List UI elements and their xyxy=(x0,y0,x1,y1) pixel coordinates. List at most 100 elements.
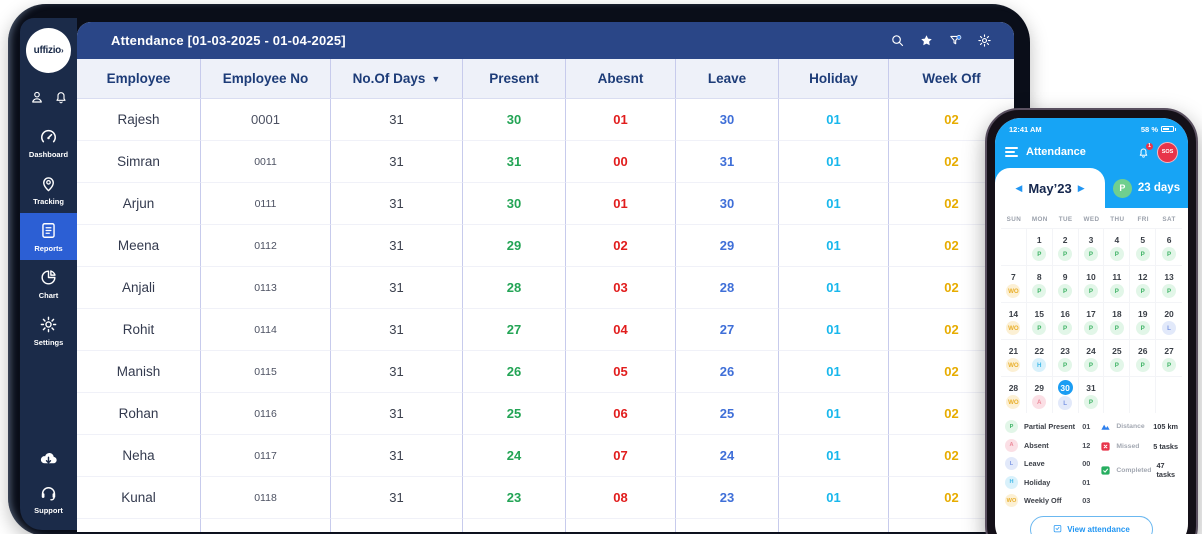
cell-days[interactable]: 31 xyxy=(331,99,463,141)
cell-employee[interactable]: Neha xyxy=(77,435,201,477)
calendar-date-29[interactable]: 29 A xyxy=(1026,376,1053,413)
cell-holiday[interactable]: 01 xyxy=(779,99,889,141)
cell-present[interactable]: 26 xyxy=(463,351,566,393)
next-month-icon[interactable]: ▶ xyxy=(1077,182,1085,193)
cell-holiday[interactable]: 01 xyxy=(779,477,889,519)
sidebar-item-dashboard[interactable]: Dashboard xyxy=(20,119,77,166)
cell-leave[interactable]: 27 xyxy=(676,309,779,351)
calendar-date-21[interactable]: 21 WO xyxy=(1001,339,1027,376)
cell-week_off[interactable]: 02 xyxy=(889,141,1014,183)
user-icon[interactable] xyxy=(29,89,45,105)
cell-employee_no[interactable]: 0001 xyxy=(201,99,331,141)
calendar-date-15[interactable]: 15 P xyxy=(1026,302,1053,339)
column-header-present[interactable]: Present xyxy=(463,59,566,98)
calendar-date-19[interactable]: 19 P xyxy=(1130,302,1157,339)
cell-present[interactable]: 25 xyxy=(463,393,566,435)
cell-leave[interactable]: 26 xyxy=(676,351,779,393)
cell-absent[interactable]: 03 xyxy=(566,267,676,309)
cell-employee[interactable]: Meena xyxy=(77,225,201,267)
calendar-date-22[interactable]: 22 H xyxy=(1026,339,1053,376)
cell-week_off[interactable]: 02 xyxy=(889,351,1014,393)
cell-employee[interactable]: Rohit xyxy=(77,309,201,351)
settings-icon[interactable] xyxy=(977,33,992,48)
cell-present[interactable]: 23 xyxy=(463,477,566,519)
cell-absent[interactable]: 08 xyxy=(566,477,676,519)
calendar-date-31[interactable]: 31 P xyxy=(1078,376,1105,413)
cell-employee_no[interactable]: 0116 xyxy=(201,393,331,435)
cell-days[interactable]: 31 xyxy=(331,435,463,477)
sidebar-item-support[interactable]: Support xyxy=(20,475,77,522)
cell-days[interactable]: 31 xyxy=(331,225,463,267)
cell-week_off[interactable]: 02 xyxy=(889,225,1014,267)
cell-employee_no[interactable]: 0011 xyxy=(201,141,331,183)
sos-button[interactable]: SOS xyxy=(1157,141,1178,163)
sidebar-item-settings[interactable]: Settings xyxy=(20,307,77,354)
cell-holiday[interactable]: 01 xyxy=(779,225,889,267)
cell-employee_no[interactable]: 0113 xyxy=(201,267,331,309)
calendar-date-12[interactable]: 12 P xyxy=(1130,265,1157,302)
calendar-date-7[interactable]: 7 WO xyxy=(1001,265,1027,302)
cell-leave[interactable]: 30 xyxy=(676,183,779,225)
calendar-date-14[interactable]: 14 WO xyxy=(1001,302,1027,339)
cell-days[interactable]: 31 xyxy=(331,477,463,519)
cell-present[interactable]: 31 xyxy=(463,141,566,183)
calendar-date-30[interactable]: 30 L xyxy=(1052,376,1079,413)
cell-leave[interactable]: 25 xyxy=(676,393,779,435)
phone-bell-icon[interactable]: 1 xyxy=(1137,142,1153,159)
cell-absent[interactable]: 04 xyxy=(566,309,676,351)
cell-leave[interactable]: 23 xyxy=(676,477,779,519)
cell-days[interactable]: 31 xyxy=(331,393,463,435)
cell-leave[interactable]: 31 xyxy=(676,141,779,183)
cell-employee[interactable]: Rajesh xyxy=(77,99,201,141)
cell-present[interactable]: 30 xyxy=(463,183,566,225)
calendar-date-26[interactable]: 26 P xyxy=(1130,339,1157,376)
calendar-date-25[interactable]: 25 P xyxy=(1104,339,1131,376)
cell-days[interactable]: 31 xyxy=(331,351,463,393)
filter-icon[interactable] xyxy=(948,33,963,48)
cell-holiday[interactable]: 01 xyxy=(779,267,889,309)
cell-employee_no[interactable]: 0118 xyxy=(201,477,331,519)
cell-holiday[interactable]: 01 xyxy=(779,435,889,477)
cell-week_off[interactable]: 02 xyxy=(889,435,1014,477)
calendar-date-16[interactable]: 16 P xyxy=(1052,302,1079,339)
cell-week_off[interactable]: 02 xyxy=(889,99,1014,141)
calendar-date-10[interactable]: 10 P xyxy=(1078,265,1105,302)
prev-month-icon[interactable]: ◀ xyxy=(1015,182,1023,193)
cell-absent[interactable]: 01 xyxy=(566,183,676,225)
cell-holiday[interactable]: 01 xyxy=(779,351,889,393)
sidebar-item-cloud-download[interactable] xyxy=(20,441,77,475)
cell-holiday[interactable]: 01 xyxy=(779,141,889,183)
column-header-week-off[interactable]: Week Off xyxy=(889,59,1014,98)
cell-absent[interactable]: 06 xyxy=(566,393,676,435)
cell-days[interactable]: 31 xyxy=(331,267,463,309)
cell-leave[interactable]: 30 xyxy=(676,99,779,141)
cell-employee[interactable]: Manish xyxy=(77,351,201,393)
calendar-date-20[interactable]: 20 L xyxy=(1156,302,1182,339)
view-attendance-button[interactable]: View attendance xyxy=(1030,516,1153,534)
cell-employee_no[interactable]: 0115 xyxy=(201,351,331,393)
sidebar-item-chart[interactable]: Chart xyxy=(20,260,77,307)
column-header-employee[interactable]: Employee xyxy=(77,59,201,98)
cell-leave[interactable]: 24 xyxy=(676,435,779,477)
cell-week_off[interactable]: 02 xyxy=(889,309,1014,351)
calendar-date-27[interactable]: 27 P xyxy=(1156,339,1182,376)
cell-days[interactable]: 31 xyxy=(331,309,463,351)
cell-present[interactable]: 28 xyxy=(463,267,566,309)
cell-present[interactable]: 30 xyxy=(463,99,566,141)
cell-employee_no[interactable]: 0111 xyxy=(201,183,331,225)
calendar-date-17[interactable]: 17 P xyxy=(1078,302,1105,339)
sidebar-item-reports[interactable]: Reports xyxy=(20,213,77,260)
cell-holiday[interactable]: 01 xyxy=(779,309,889,351)
column-header-employee-no[interactable]: Employee No xyxy=(201,59,331,98)
cell-employee_no[interactable]: 0112 xyxy=(201,225,331,267)
cell-employee[interactable]: Simran xyxy=(77,141,201,183)
cell-absent[interactable]: 07 xyxy=(566,435,676,477)
cell-absent[interactable]: 02 xyxy=(566,225,676,267)
calendar-date-11[interactable]: 11 P xyxy=(1104,265,1131,302)
